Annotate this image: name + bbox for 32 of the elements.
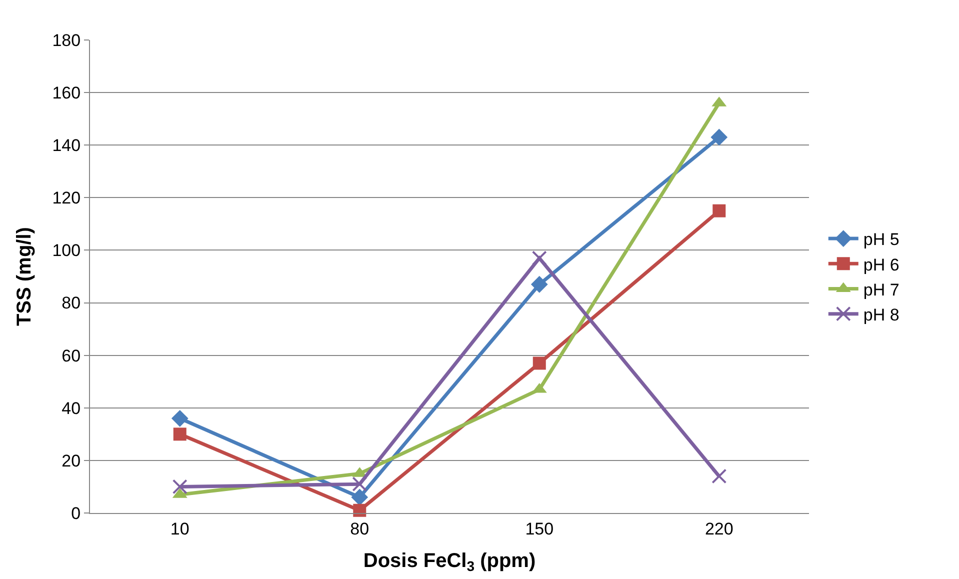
- point: [173, 428, 186, 441]
- legend-label: pH 5: [863, 230, 900, 250]
- point: [712, 204, 726, 218]
- y-axis-title: TSS (mg/l): [14, 227, 36, 326]
- y-tick-label: 40: [62, 398, 81, 418]
- point: [171, 410, 188, 427]
- y-tick-label: 140: [52, 136, 81, 156]
- y-tick-label: 180: [52, 30, 81, 50]
- x-tick-label: 80: [350, 519, 370, 538]
- y-tick-label: 20: [62, 451, 81, 470]
- point: [172, 479, 188, 494]
- y-tick-label: 120: [52, 188, 81, 208]
- point: [532, 356, 546, 370]
- x-axis-title: Dosis FeCl$_{3}$ (ppm): [363, 550, 536, 574]
- point: [352, 476, 368, 492]
- y-tick-label: 60: [62, 346, 81, 366]
- point: [712, 468, 727, 484]
- y-tick-label: 0: [71, 504, 81, 523]
- legend-label: pH 8: [863, 305, 900, 324]
- legend-label: pH 6: [863, 255, 900, 274]
- point: [530, 276, 548, 293]
- y-tick-label: 160: [52, 84, 81, 103]
- point: [353, 504, 366, 517]
- x-tick-label: 220: [704, 519, 734, 538]
- point: [351, 488, 368, 506]
- y-tick-label: 100: [52, 241, 81, 260]
- legend-label: pH 7: [863, 280, 900, 300]
- point: [710, 128, 728, 146]
- x-tick-label: 10: [170, 519, 190, 538]
- x-tick-label: 150: [525, 519, 554, 538]
- point: [532, 250, 547, 266]
- y-tick-label: 80: [62, 294, 81, 313]
